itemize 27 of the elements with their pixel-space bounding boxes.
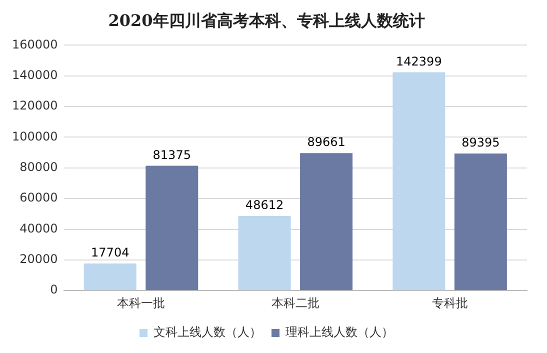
y-tick-label: 160000 — [12, 37, 58, 52]
legend-label: 理科上线人数（人） — [286, 325, 394, 340]
legend-label: 文科上线人数（人） — [154, 325, 262, 340]
bar — [84, 263, 136, 290]
bar — [238, 216, 291, 290]
x-tick-label: 本科一批 — [117, 296, 166, 310]
y-tick-label: 60000 — [20, 190, 58, 205]
chart-title: 2020年四川省高考本科、专科上线人数统计 — [108, 10, 425, 30]
y-tick-label: 40000 — [20, 221, 58, 236]
x-tick-label: 专科批 — [432, 296, 468, 310]
y-tick-label: 100000 — [12, 129, 58, 144]
y-tick-label: 20000 — [20, 252, 58, 266]
y-tick-label: 140000 — [12, 68, 58, 82]
y-tick-label: 80000 — [20, 160, 58, 174]
data-label: 17704 — [91, 246, 130, 260]
data-label: 48612 — [245, 198, 284, 212]
bar — [454, 153, 507, 290]
bar — [392, 72, 446, 290]
x-tick-label: 本科二批 — [271, 296, 320, 310]
data-label: 89395 — [462, 136, 500, 150]
bar — [300, 153, 353, 290]
y-tick-label: 120000 — [12, 98, 58, 113]
data-label: 89661 — [307, 135, 346, 150]
y-tick-label: 0 — [50, 282, 58, 297]
bar — [146, 166, 198, 290]
data-label: 142399 — [396, 54, 442, 68]
data-label: 81375 — [152, 148, 191, 162]
